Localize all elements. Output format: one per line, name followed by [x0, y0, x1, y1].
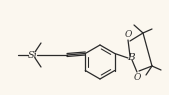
Text: Si: Si	[28, 51, 38, 59]
Text: O: O	[124, 30, 132, 39]
Text: B: B	[127, 53, 135, 63]
Text: O: O	[133, 73, 141, 82]
